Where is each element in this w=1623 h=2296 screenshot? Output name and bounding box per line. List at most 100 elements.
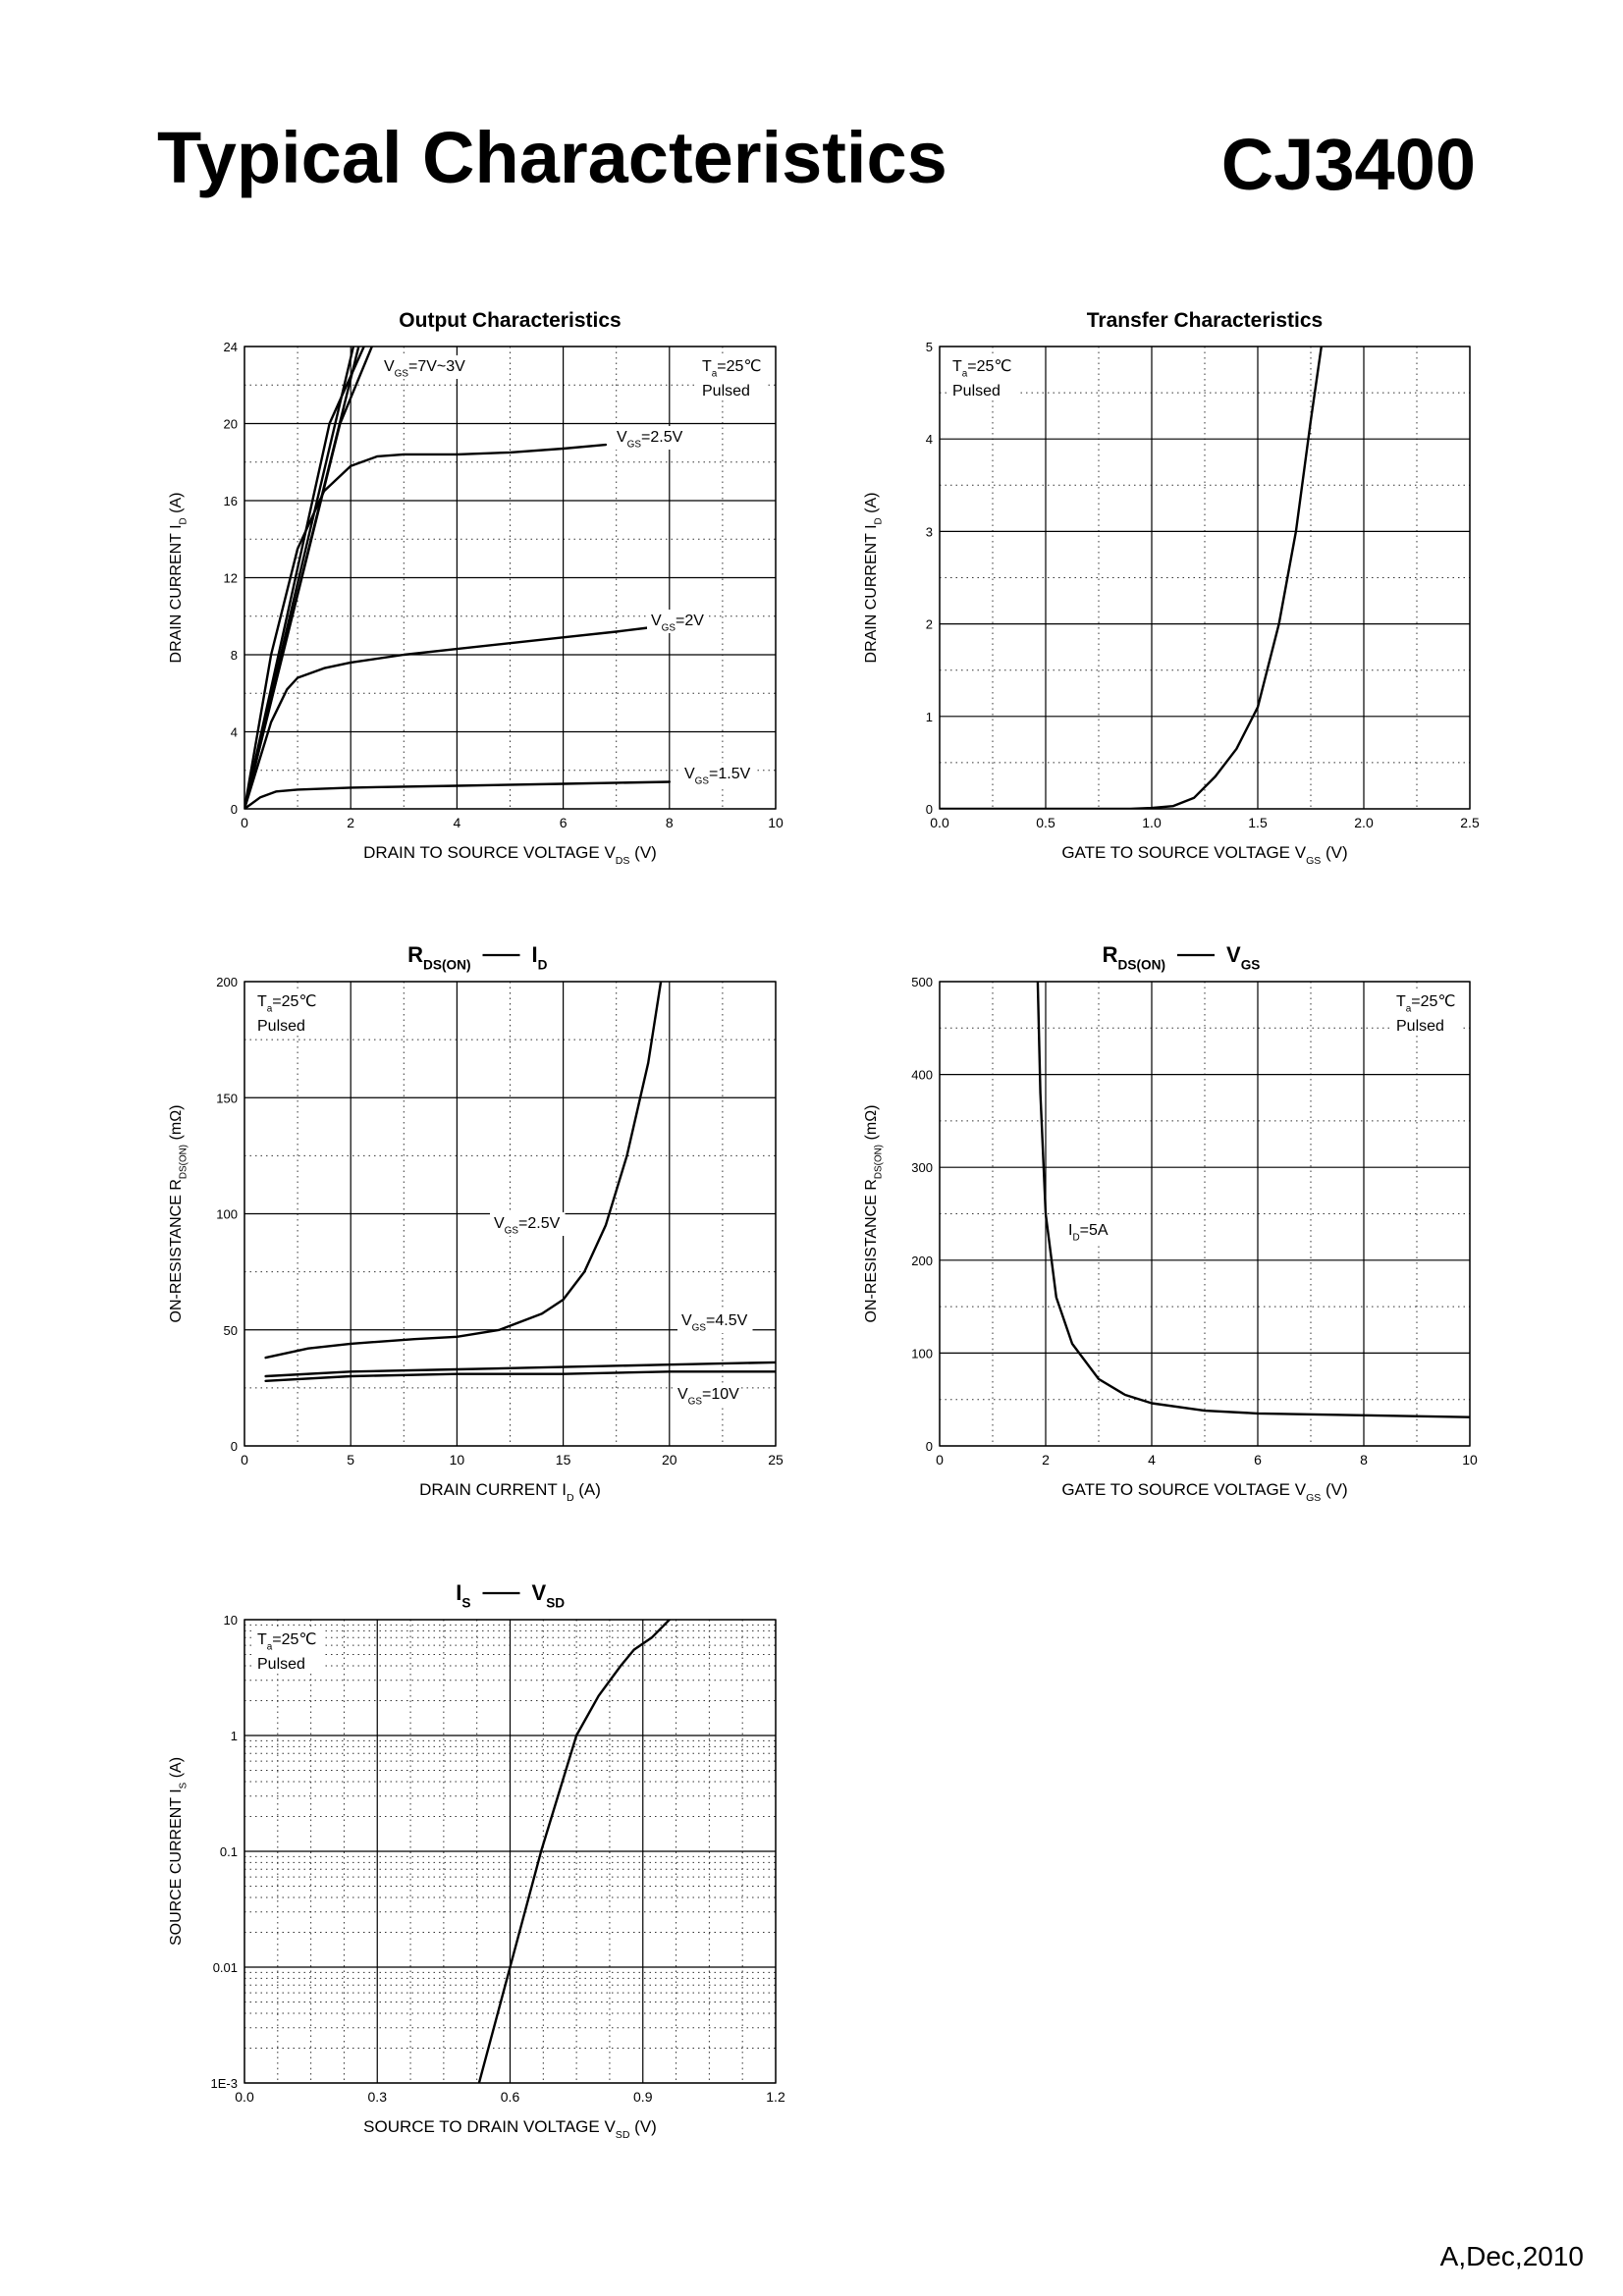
chart-title-left: IS​ bbox=[456, 1580, 470, 1611]
y-tick-label: 50 bbox=[224, 1323, 238, 1338]
plot-frame bbox=[939, 981, 1471, 1447]
x-tick-label: 0.9 bbox=[633, 2089, 653, 2105]
y-tick-label: 10 bbox=[224, 1613, 238, 1628]
series-line bbox=[264, 982, 663, 1360]
y-axis-label-group: DRAIN CURRENT ID​ (A) bbox=[168, 493, 189, 664]
y-tick-label: 0.1 bbox=[220, 1844, 238, 1859]
x-tick-label: 2 bbox=[1042, 1452, 1050, 1468]
y-tick-label: 200 bbox=[911, 1254, 933, 1268]
y-tick-label: 5 bbox=[926, 340, 933, 354]
y-tick-label: 8 bbox=[231, 648, 238, 663]
y-tick-label: 500 bbox=[911, 975, 933, 989]
x-tick-label: 1.2 bbox=[766, 2089, 785, 2105]
x-axis-label: SOURCE TO DRAIN VOLTAGE VSD​ (V) bbox=[363, 2117, 657, 2141]
part-number: CJ3400 bbox=[1220, 124, 1476, 205]
conditions-box bbox=[253, 989, 322, 1035]
x-tick-label: 15 bbox=[556, 1452, 571, 1468]
x-tick-label: 8 bbox=[666, 815, 674, 830]
series-line bbox=[244, 626, 650, 809]
x-tick-label: 2 bbox=[347, 815, 354, 830]
y-tick-label: 4 bbox=[231, 725, 238, 740]
y-tick-label: 0.01 bbox=[213, 1960, 238, 1975]
series-line bbox=[264, 1370, 776, 1382]
y-tick-label: 1E-3 bbox=[211, 2076, 238, 2091]
x-axis-label: DRAIN TO SOURCE VOLTAGE VDS​ (V) bbox=[363, 843, 657, 867]
y-tick-label: 1 bbox=[926, 710, 933, 724]
conditions-box bbox=[253, 1628, 322, 1673]
x-tick-label: 0.6 bbox=[501, 2089, 520, 2105]
series-line bbox=[940, 347, 1323, 809]
annotation-bg bbox=[647, 610, 706, 633]
y-axis-label: SOURCE CURRENT IS​ (A) bbox=[168, 1757, 189, 1946]
x-tick-label: 1.0 bbox=[1142, 815, 1162, 830]
y-tick-label: 20 bbox=[224, 417, 238, 432]
plot-frame bbox=[243, 981, 777, 1447]
plot-area: 0.0 0.5 1.0 1.5 2.0 2.5 0 1 2 3 4 5 Ta​=25℃ Pulsed Tra… bbox=[863, 309, 1480, 867]
annotation-bg bbox=[677, 1309, 753, 1333]
series-line bbox=[244, 780, 671, 809]
annotation-bg bbox=[380, 355, 463, 379]
condition-temperature: Ta​=25℃ bbox=[257, 993, 316, 1015]
curve-label: VGS​=4.5V bbox=[681, 1312, 748, 1334]
x-tick-label: 4 bbox=[1148, 1452, 1156, 1468]
annotation-bg bbox=[490, 1212, 566, 1236]
x-tick-label: 2.5 bbox=[1460, 815, 1480, 830]
condition-temperature: Ta​=25℃ bbox=[702, 358, 761, 380]
y-tick-label: 0 bbox=[231, 1439, 238, 1454]
curve-label: VGS​=2.5V bbox=[617, 429, 683, 451]
series-line bbox=[264, 1361, 776, 1378]
y-tick-label: 300 bbox=[911, 1160, 933, 1175]
x-tick-label: 20 bbox=[662, 1452, 677, 1468]
y-tick-label: 100 bbox=[216, 1207, 238, 1222]
x-tick-label: 0 bbox=[241, 815, 248, 830]
annotation-bg bbox=[674, 1383, 740, 1407]
condition-pulsed: Pulsed bbox=[1396, 1018, 1444, 1035]
annotation-bg bbox=[613, 426, 688, 450]
y-axis-label-group: ON-RESISTANCE RDS(ON)​ (mΩ) bbox=[863, 1105, 885, 1323]
x-axis-label: GATE TO SOURCE VOLTAGE VGS​ (V) bbox=[1061, 1480, 1347, 1504]
chart-title-left: RDS(ON)​ bbox=[407, 942, 470, 973]
plot-area: 0 5 10 15 20 25 0 50 100 150 200 Ta​=25℃ Pulsed VGS​=… bbox=[168, 942, 784, 1504]
x-tick-label: 0.3 bbox=[368, 2089, 388, 2105]
curve-label: VGS​=10V bbox=[677, 1386, 739, 1408]
annotation-bg bbox=[680, 763, 756, 786]
y-axis-label-group: SOURCE CURRENT IS​ (A) bbox=[168, 1757, 189, 1946]
x-tick-label: 25 bbox=[768, 1452, 784, 1468]
y-tick-label: 0 bbox=[926, 802, 933, 817]
y-axis-label-group: DRAIN CURRENT ID​ (A) bbox=[863, 493, 885, 664]
chart-title: Output Characteristics bbox=[399, 309, 621, 332]
plot-frame bbox=[939, 346, 1471, 810]
plot-frame bbox=[243, 1619, 777, 2084]
chart-title: Transfer Characteristics bbox=[1087, 309, 1323, 332]
series-line bbox=[244, 347, 365, 809]
curve-label: VGS​=2V bbox=[651, 613, 704, 634]
series-line bbox=[244, 347, 373, 809]
condition-temperature: Ta​=25℃ bbox=[1396, 993, 1455, 1015]
x-tick-label: 5 bbox=[347, 1452, 354, 1468]
condition-pulsed: Pulsed bbox=[257, 1018, 305, 1035]
y-axis-label: DRAIN CURRENT ID​ (A) bbox=[863, 493, 885, 664]
x-tick-label: 8 bbox=[1360, 1452, 1368, 1468]
condition-pulsed: Pulsed bbox=[257, 1656, 305, 1673]
x-tick-label: 2.0 bbox=[1354, 815, 1374, 830]
y-tick-label: 4 bbox=[926, 432, 933, 447]
conditions-box bbox=[698, 354, 767, 400]
y-axis-label: ON-RESISTANCE RDS(ON)​ (mΩ) bbox=[168, 1105, 189, 1323]
condition-temperature: Ta​=25℃ bbox=[952, 358, 1011, 380]
y-tick-label: 2 bbox=[926, 617, 933, 632]
x-tick-label: 10 bbox=[768, 815, 784, 830]
x-tick-label: 10 bbox=[450, 1452, 465, 1468]
y-tick-label: 3 bbox=[926, 524, 933, 539]
x-tick-label: 10 bbox=[1462, 1452, 1478, 1468]
conditions-box bbox=[948, 354, 1017, 400]
y-tick-label: 1 bbox=[231, 1729, 238, 1743]
y-tick-label: 16 bbox=[224, 494, 238, 508]
x-tick-label: 6 bbox=[1254, 1452, 1262, 1468]
condition-pulsed: Pulsed bbox=[702, 383, 750, 400]
x-tick-label: 0.5 bbox=[1036, 815, 1055, 830]
x-tick-label: 6 bbox=[560, 815, 568, 830]
